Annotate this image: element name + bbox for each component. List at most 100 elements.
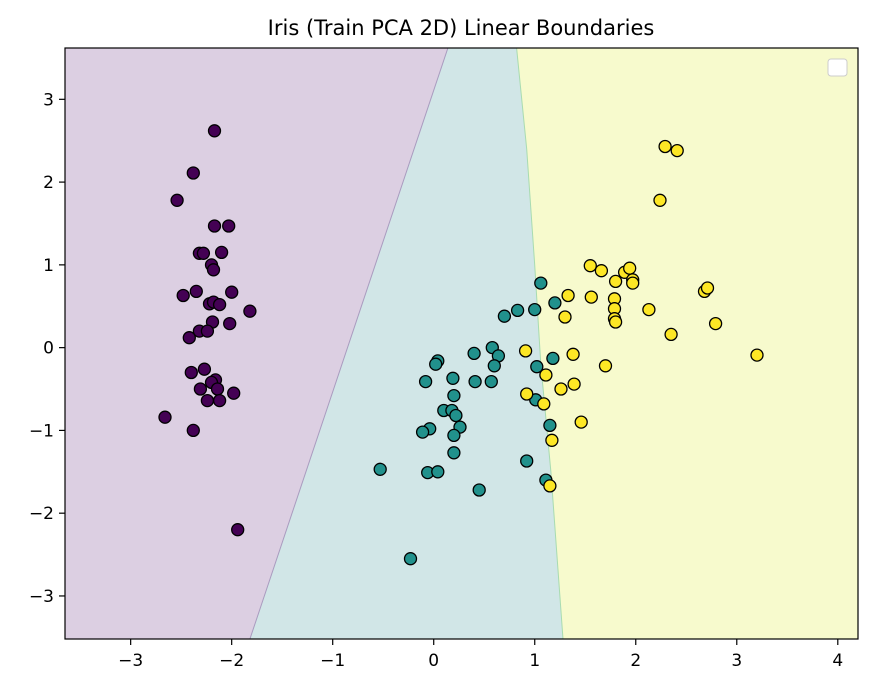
point-class-2 [561,288,575,303]
point-class-1 [418,374,433,389]
point-class-2 [537,397,551,411]
legend-box [827,58,848,77]
point-class-2 [653,193,667,207]
point-class-0 [200,324,215,338]
point-class-2 [520,387,534,401]
point-class-2 [558,310,572,324]
point-class-0 [207,219,222,233]
point-class-0 [212,393,227,408]
y-tick-label: −3 [29,587,54,607]
point-class-1 [447,446,461,460]
region-class-0 [65,48,448,639]
point-class-0 [186,166,200,180]
point-class-2 [539,368,553,382]
point-class-0 [231,523,245,537]
point-class-0 [158,410,172,424]
y-tick-label: 1 [43,256,54,276]
x-tick-label: −2 [219,651,244,671]
point-class-1 [484,374,498,389]
point-class-0 [200,393,215,408]
point-class-0 [184,365,198,380]
point-class-0 [210,382,225,396]
y-tick-label: 2 [43,173,54,193]
point-class-1 [510,303,525,318]
boundary-line-0-1 [249,48,449,639]
point-class-2 [584,290,598,304]
point-class-0 [206,263,221,277]
point-class-2 [626,276,640,290]
point-class-2 [518,344,533,358]
point-class-0 [223,316,237,331]
point-class-2 [700,281,715,295]
point-class-2 [750,348,764,362]
point-class-1 [429,357,443,371]
point-class-2 [623,261,637,275]
point-class-1 [497,309,512,323]
point-class-1 [468,374,482,389]
point-class-1 [467,346,481,361]
region-class-2 [516,48,858,639]
point-class-1 [530,360,544,374]
plot-frame [64,47,859,640]
point-class-1 [373,462,387,476]
x-tick-label: 4 [832,651,843,671]
point-class-0 [182,331,196,345]
y-axis: −3 −2 −1 0 1 2 3 [29,90,65,607]
point-class-0 [222,219,236,233]
point-class-0 [225,285,239,299]
point-class-2 [554,382,568,396]
point-class-0 [227,386,241,400]
y-tick-label: 3 [43,90,54,110]
y-tick-label: −1 [29,421,54,441]
decision-regions [65,48,858,639]
point-class-1 [520,454,534,468]
point-class-1 [431,465,445,479]
point-class-0 [207,124,222,138]
point-class-2 [708,316,723,331]
point-class-1 [472,483,486,497]
plot-area [65,48,858,639]
point-class-2 [670,143,684,158]
point-class-0 [193,382,208,396]
point-class-1 [546,351,560,366]
point-class-0 [170,193,184,207]
point-class-2 [658,139,672,154]
x-tick-label: 0 [428,651,439,671]
point-class-1 [487,359,501,373]
y-tick-label: 0 [43,339,54,359]
point-class-0 [197,362,212,376]
point-class-0 [214,245,229,260]
point-class-2 [608,315,623,329]
point-class-2 [594,264,609,278]
point-class-1 [447,388,461,403]
point-class-2 [608,274,623,289]
point-class-1 [415,425,430,439]
x-tick-label: 2 [630,651,641,671]
x-tick-label: −1 [320,651,345,671]
point-class-1 [446,371,460,385]
x-tick-label: 1 [529,651,540,671]
x-tick-label: −3 [118,651,143,671]
point-class-2 [598,359,613,373]
point-class-0 [196,246,211,260]
chart-title: Iris (Train PCA 2D) Linear Boundaries [268,16,655,40]
x-axis: −3 −2 −1 0 1 2 3 4 [118,639,843,671]
point-class-2 [583,259,597,273]
point-class-1 [548,296,562,310]
data-points [158,124,764,566]
point-class-1 [449,408,463,423]
x-tick-label: 3 [731,651,742,671]
point-class-0 [189,284,203,299]
point-class-0 [243,304,257,318]
point-class-2 [567,377,581,391]
point-class-2 [574,415,588,429]
point-class-0 [176,288,190,303]
y-tick-label: −2 [29,504,54,524]
point-class-1 [534,276,548,290]
point-class-2 [566,347,580,361]
point-class-1 [403,552,418,566]
point-class-1 [528,302,542,317]
point-class-2 [664,327,678,342]
point-class-2 [642,302,656,317]
